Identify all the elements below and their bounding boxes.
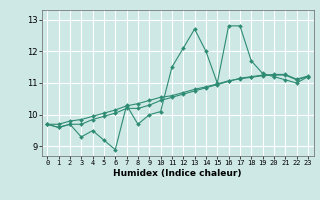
X-axis label: Humidex (Indice chaleur): Humidex (Indice chaleur) [113, 169, 242, 178]
